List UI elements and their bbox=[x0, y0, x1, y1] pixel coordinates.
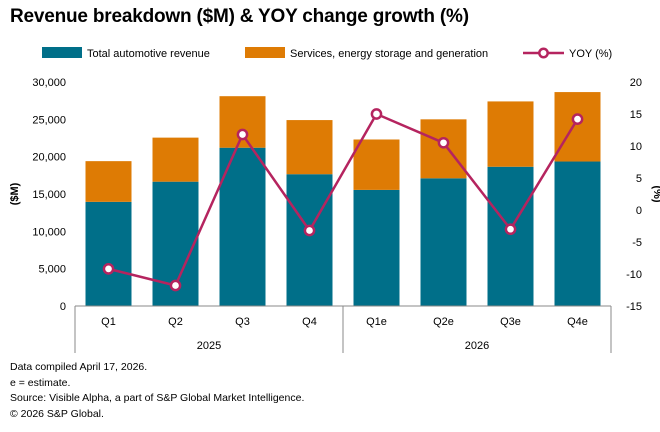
bar-services bbox=[487, 101, 534, 167]
y2-tick-label: -15 bbox=[626, 301, 642, 313]
chart-notes: Data compiled April 17, 2026. e = estima… bbox=[10, 360, 304, 422]
legend-swatch-yoy-marker bbox=[538, 47, 549, 59]
legend-swatch-automotive bbox=[42, 47, 82, 58]
x-tick-label: Q3 bbox=[235, 316, 250, 328]
x-group-label: 2026 bbox=[465, 340, 489, 352]
x-tick-label: Q2e bbox=[433, 316, 454, 328]
y2-tick-label: 5 bbox=[636, 173, 642, 185]
x-tick-label: Q4e bbox=[567, 316, 588, 328]
yoy-point bbox=[370, 108, 383, 120]
yoy-point bbox=[102, 263, 115, 275]
bar-automotive bbox=[353, 189, 400, 306]
x-tick-label: Q1 bbox=[101, 316, 116, 328]
bar-automotive bbox=[554, 161, 601, 306]
y-tick-label: 10,000 bbox=[32, 226, 66, 238]
y-axis-title: ($M) bbox=[9, 182, 21, 205]
note-estimate: e = estimate. bbox=[10, 376, 71, 389]
yoy-point bbox=[236, 128, 249, 141]
bar-services bbox=[85, 161, 132, 202]
legend-label-yoy: YOY (%) bbox=[569, 48, 612, 60]
y2-tick-label: 15 bbox=[630, 109, 642, 121]
y2-tick-label: -5 bbox=[632, 237, 642, 249]
yoy-point bbox=[504, 223, 517, 236]
x-tick-label: Q2 bbox=[168, 316, 183, 328]
note-date: Data compiled April 17, 2026. bbox=[10, 361, 148, 373]
y-tick-label: 20,000 bbox=[32, 152, 66, 164]
y-tick-label: 5,000 bbox=[38, 264, 66, 276]
yoy-point bbox=[303, 224, 316, 237]
y2-tick-label: 0 bbox=[636, 205, 642, 217]
bar-automotive bbox=[286, 174, 333, 306]
note-source: Source: Visible Alpha, a part of S&P Glo… bbox=[10, 392, 305, 404]
yoy-point bbox=[571, 113, 584, 125]
bar-automotive bbox=[420, 178, 467, 306]
y2-tick-label: -10 bbox=[626, 269, 642, 281]
y2-tick-label: 20 bbox=[630, 77, 642, 89]
y-tick-label: 25,000 bbox=[32, 114, 66, 126]
x-tick-label: Q4 bbox=[302, 316, 317, 328]
bar-services bbox=[286, 120, 333, 175]
yoy-point bbox=[169, 279, 182, 292]
legend-label-automotive: Total automotive revenue bbox=[87, 48, 210, 60]
note-copyright: © 2026 S&P Global. bbox=[10, 407, 104, 420]
x-tick-label: Q3e bbox=[500, 316, 521, 328]
bar-services bbox=[420, 119, 467, 179]
bar-automotive bbox=[85, 201, 132, 306]
y-tick-label: 0 bbox=[60, 301, 66, 313]
y2-tick-label: 10 bbox=[630, 141, 642, 153]
bar-services bbox=[152, 137, 199, 182]
bar-services bbox=[353, 139, 400, 190]
y-tick-label: 15,000 bbox=[32, 189, 66, 201]
chart-title: Revenue breakdown ($M) & YOY change grow… bbox=[10, 6, 469, 27]
yoy-line bbox=[108, 112, 579, 287]
x-tick-label: Q1e bbox=[366, 316, 387, 328]
yoy-point bbox=[437, 136, 450, 149]
y-tick-label: 30,000 bbox=[32, 77, 66, 89]
bar-services bbox=[554, 92, 601, 162]
bar-automotive bbox=[487, 166, 534, 306]
chart-svg: Total automotive revenue Services, energy… bbox=[9, 47, 660, 353]
bar-automotive bbox=[219, 147, 266, 306]
y2-axis-title: (%) bbox=[651, 185, 660, 202]
legend-label-services: Services, energy storage and generation bbox=[290, 48, 488, 60]
legend-swatch-services bbox=[245, 47, 285, 58]
x-group-label: 2025 bbox=[197, 340, 221, 352]
